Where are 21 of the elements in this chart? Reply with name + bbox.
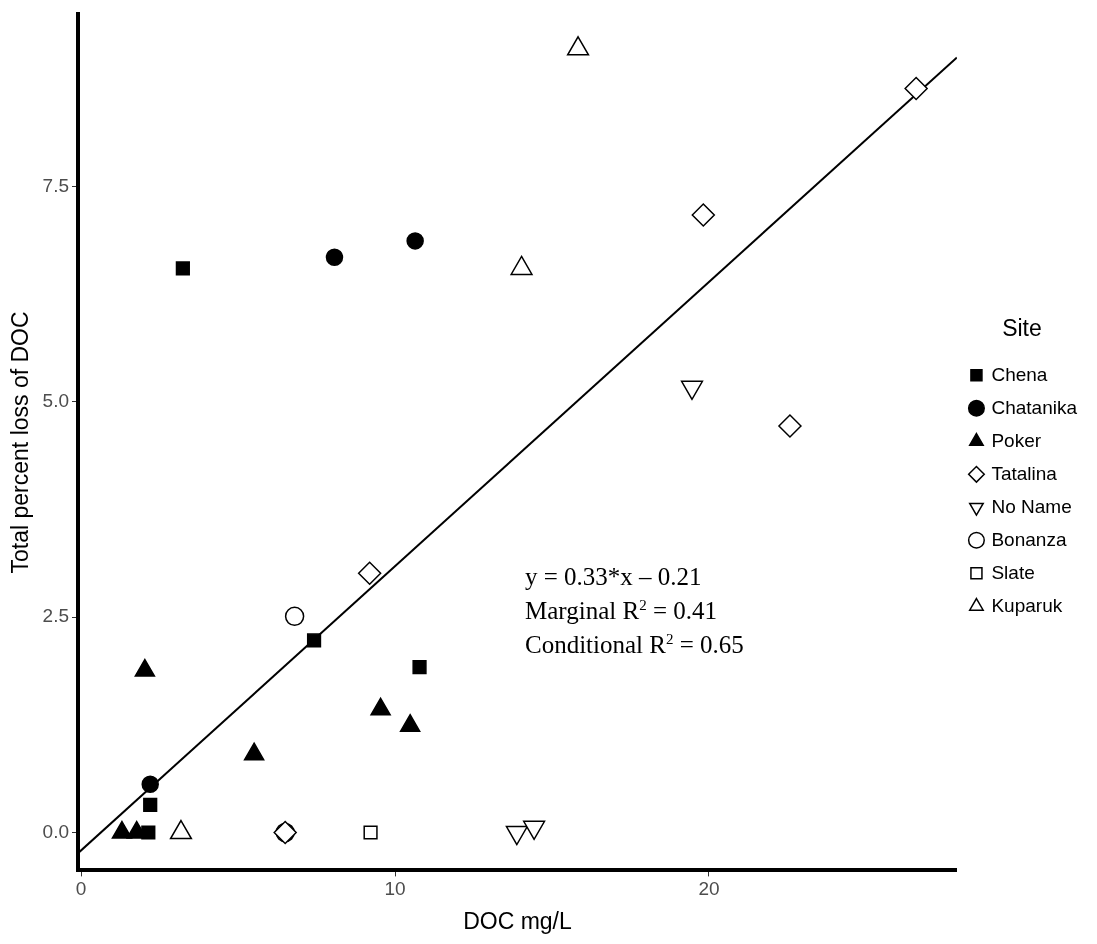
annotation: y = 0.33*x – 0.21 — [525, 562, 703, 592]
y-axis-title: Total percent loss of DOC — [7, 311, 34, 574]
y-tick-label: 7.5 — [42, 174, 70, 196]
legend-label: Tatalina — [991, 462, 1058, 484]
annotation: Marginal R$^{2}$ = 0.41 — [525, 595, 718, 626]
legend-label: Bonanza — [991, 528, 1067, 550]
x-axis-title: DOC mg/L — [463, 907, 572, 934]
legend-label: No Name — [991, 495, 1072, 517]
y-tick-label: 2.5 — [42, 605, 70, 627]
legend-label: Chena — [991, 363, 1048, 385]
legend-title: Site — [1002, 315, 1042, 342]
x-tick-label: 0 — [75, 878, 87, 900]
y-tick-label: 5.0 — [42, 390, 70, 412]
annotation: Conditional R$^{2}$ = 0.65 — [525, 629, 744, 660]
x-tick-label: 10 — [384, 878, 406, 900]
y-tick-label: 0.0 — [42, 820, 70, 842]
legend-label: Slate — [991, 561, 1035, 583]
legend-label: Poker — [991, 429, 1042, 451]
legend-label: Chatanika — [991, 396, 1078, 418]
x-tick-label: 20 — [698, 878, 720, 900]
legend-label: Kuparuk — [991, 594, 1063, 616]
